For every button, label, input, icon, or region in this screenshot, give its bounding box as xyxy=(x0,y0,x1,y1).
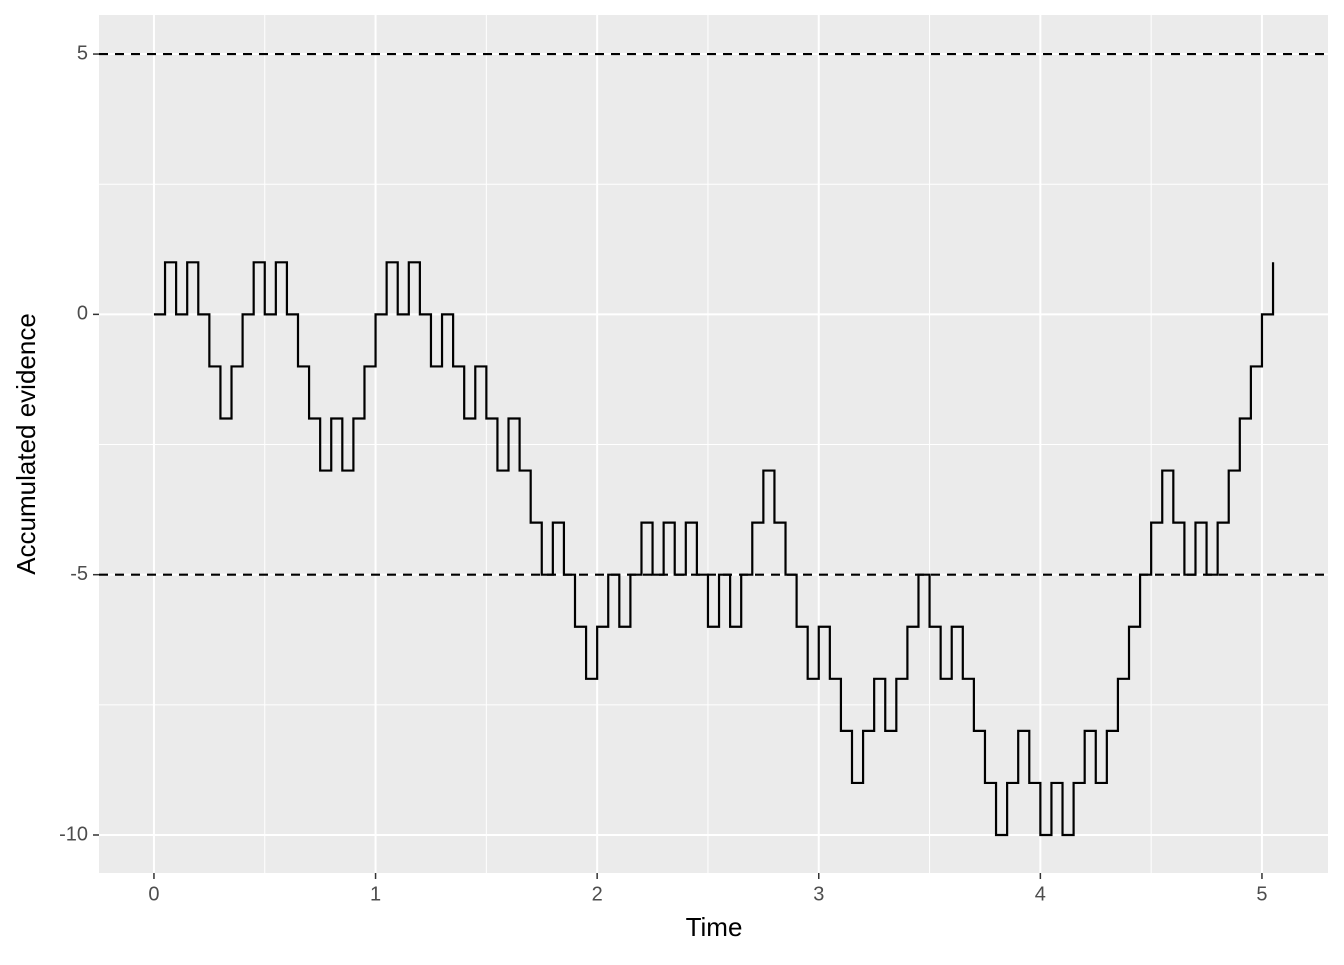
plot xyxy=(99,52,1328,837)
y-tick-label: -10 xyxy=(59,823,88,845)
y-tick-label: 0 xyxy=(77,303,88,325)
panel xyxy=(99,15,1328,873)
x-tick-label: 5 xyxy=(1256,883,1267,905)
y-axis-title: Accumulated evidence xyxy=(11,313,41,575)
x-tick-label: 4 xyxy=(1035,883,1046,905)
x-tick-label: 2 xyxy=(592,883,603,905)
x-tick-label: 3 xyxy=(813,883,824,905)
x-tick-label: 0 xyxy=(148,883,159,905)
y-tick-label: 5 xyxy=(77,42,88,64)
x-axis-title: Time xyxy=(686,912,743,942)
y-tick-label: -5 xyxy=(70,563,88,585)
x-tick-label: 1 xyxy=(370,883,381,905)
step-line xyxy=(153,261,1275,837)
